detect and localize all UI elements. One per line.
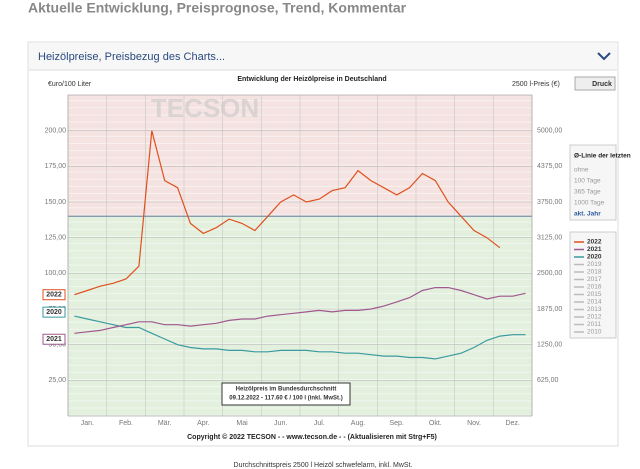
y2-tick-label: 1875,00 (537, 306, 562, 313)
year-legend-label[interactable]: 2010 (587, 329, 602, 336)
series-start-label: 2022 (46, 292, 62, 299)
y-tick-label: 200,00 (45, 128, 67, 135)
y2-tick-label: 2500,00 (537, 270, 562, 277)
year-legend-label[interactable]: 2015 (587, 291, 602, 298)
average-legend-title: Ø-Linie der letzten (574, 153, 631, 160)
y-tick-label: 50,00 (48, 342, 66, 349)
footer: Durchschnittspreis 2500 l Heizöl schwefe… (234, 462, 413, 469)
average-legend-box (569, 144, 617, 221)
series-line (74, 130, 501, 296)
y-tick-label: 100,00 (45, 270, 67, 277)
y2-tick-label: 3125,00 (537, 235, 562, 242)
average-option[interactable]: 100 Tage (574, 178, 601, 185)
y-tick-label: 175,00 (45, 163, 67, 170)
year-legend-label[interactable]: 2019 (587, 261, 602, 268)
y2-tick-label: 625,00 (537, 377, 559, 384)
year-legend-label[interactable]: 2020 (587, 254, 602, 261)
x-tick-label: Dez. (505, 420, 519, 427)
annotation-text: Heizölpreis im Bundesdurchschnitt (236, 387, 337, 393)
average-option[interactable]: akt. Jahr (574, 211, 601, 218)
y-tick-label: 125,00 (45, 235, 67, 242)
x-tick-label: Jun. (274, 420, 287, 427)
year-legend-label[interactable]: 2018 (587, 269, 602, 276)
year-legend-label[interactable]: 2022 (587, 239, 602, 246)
x-tick-label: Feb. (119, 420, 133, 427)
series-line (74, 315, 526, 360)
average-option[interactable]: ohne (574, 167, 589, 174)
year-legend-label[interactable]: 2014 (587, 299, 602, 306)
year-legend-label[interactable]: 2017 (587, 276, 602, 283)
series-start-label: 2020 (46, 309, 62, 316)
series-start-box (42, 289, 66, 301)
y2-tick-label: 3750,00 (537, 199, 562, 206)
annotation-box (221, 382, 351, 406)
year-legend-label[interactable]: 2013 (587, 306, 602, 313)
copyright: Copyright © 2022 TECSON - - www.tecson.d… (187, 433, 437, 441)
chart-title: Entwicklung der Heizölpreise in Deutschl… (237, 76, 386, 83)
page-heading: Aktuelle Entwicklung, Preisprognose, Tre… (28, 0, 407, 16)
x-tick-label: Apr. (197, 420, 210, 427)
x-tick-label: Mai (236, 420, 248, 427)
chevron[interactable] (597, 52, 611, 61)
print-button[interactable] (574, 76, 616, 91)
x-tick-label: Mär. (158, 420, 172, 427)
x-tick-label: Okt. (429, 420, 442, 427)
y-axis-label: €uro/100 Liter (48, 81, 92, 88)
y2-tick-label: 4375,00 (537, 163, 562, 170)
x-tick-label: Jul. (314, 420, 325, 427)
year-legend-label[interactable]: 2012 (587, 314, 602, 321)
y2-tick-label: 1250,00 (537, 342, 562, 349)
watermark: TECSON (151, 93, 259, 123)
average-option[interactable]: 1000 Tage (574, 200, 605, 207)
year-legend-label[interactable]: 2021 (587, 246, 602, 253)
x-tick-label: Jan. (81, 420, 94, 427)
y-tick-label: 25,00 (48, 377, 66, 384)
series-start-label: 2021 (46, 336, 62, 343)
average-option[interactable]: 365 Tage (574, 189, 601, 196)
annotation-text: 09.12.2022 - 117.60 € / 100 l (inkl. MwS… (229, 396, 342, 402)
year-legend-label[interactable]: 2016 (587, 284, 602, 291)
panel-header[interactable] (29, 43, 617, 70)
print-button-label[interactable]: Druck (592, 81, 612, 88)
x-tick-label: Aug. (351, 420, 365, 427)
x-tick-label: Nov. (467, 420, 481, 427)
plot-frame (67, 94, 533, 417)
year-legend-label[interactable]: 2011 (587, 321, 601, 328)
x-tick-label: Sep. (389, 420, 403, 427)
panel-title[interactable]: Heizölpreise, Preisbezug des Charts... (38, 51, 225, 63)
y2-tick-label: 5000,00 (537, 128, 562, 135)
series-start-box (42, 306, 66, 318)
y2-axis-label: 2500 l-Preis (€) (512, 81, 560, 88)
series-start-box (42, 333, 66, 345)
series-line (74, 287, 526, 334)
y-tick-label: 150,00 (45, 199, 67, 206)
